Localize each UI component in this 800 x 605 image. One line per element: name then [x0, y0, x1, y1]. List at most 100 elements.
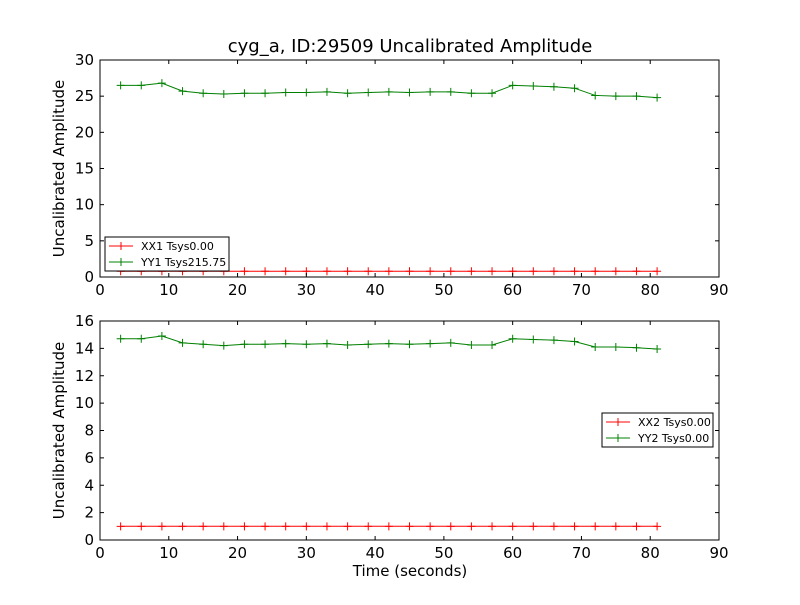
data-point-marker — [137, 334, 146, 343]
data-point-marker — [446, 522, 455, 531]
data-point-marker — [488, 522, 497, 531]
y-tick-label: 10 — [75, 196, 94, 214]
data-point-marker — [570, 337, 579, 346]
data-point-marker — [219, 341, 228, 350]
x-tick-label: 90 — [709, 544, 728, 562]
data-point-marker — [632, 343, 641, 352]
data-point-marker — [157, 79, 166, 88]
data-point-marker — [343, 267, 352, 276]
x-tick-label: 80 — [641, 544, 660, 562]
y-tick-label: 15 — [75, 160, 94, 178]
data-point-marker — [405, 522, 414, 531]
data-point-marker — [549, 522, 558, 531]
data-point-marker — [549, 82, 558, 91]
data-point-marker — [467, 522, 476, 531]
x-tick-label: 10 — [159, 544, 178, 562]
data-point-marker — [302, 340, 311, 349]
data-point-marker — [302, 522, 311, 531]
legend-entry: YY2 Tsys0.00 — [637, 432, 709, 445]
legend-marker — [614, 434, 622, 442]
data-point-marker — [364, 267, 373, 276]
x-tick-label: 40 — [366, 281, 385, 299]
data-point-marker — [529, 335, 538, 344]
data-point-marker — [549, 267, 558, 276]
chart-title: cyg_a, ID:29509 Uncalibrated Amplitude — [228, 36, 593, 57]
data-point-marker — [570, 84, 579, 93]
data-point-marker — [384, 87, 393, 96]
data-point-marker — [178, 87, 187, 96]
data-point-marker — [384, 522, 393, 531]
y-tick-label: 6 — [84, 449, 94, 467]
data-point-marker — [426, 339, 435, 348]
data-point-marker — [426, 87, 435, 96]
data-point-marker — [281, 267, 290, 276]
data-point-marker — [261, 340, 270, 349]
x-tick-label: 40 — [366, 544, 385, 562]
x-axis-label: Time (seconds) — [352, 562, 468, 580]
data-point-marker — [240, 522, 249, 531]
y-tick-label: 25 — [75, 87, 94, 105]
data-point-marker — [653, 345, 662, 354]
data-point-marker — [426, 267, 435, 276]
data-point-marker — [322, 267, 331, 276]
data-point-marker — [611, 92, 620, 101]
y-tick-label: 0 — [84, 531, 94, 549]
y-tick-label: 14 — [75, 339, 94, 357]
bottom-subplot: 0 10 20 30 40 50 60 70 80 90 0 2 4 6 8 10 12 14 16 Uncalibr… — [50, 312, 729, 562]
data-point-marker — [632, 92, 641, 101]
x-tick-label: 30 — [297, 544, 316, 562]
data-point-marker — [343, 89, 352, 98]
data-point-marker — [199, 522, 208, 531]
y-tick-label: 12 — [75, 367, 94, 385]
legend-entry: YY1 Tsys215.75 — [140, 256, 226, 269]
data-point-marker — [653, 267, 662, 276]
data-point-marker — [529, 267, 538, 276]
data-point-marker — [199, 89, 208, 98]
y-tick-label: 4 — [84, 476, 94, 494]
data-point-marker — [240, 267, 249, 276]
legend-marker — [117, 242, 125, 250]
data-point-marker — [116, 81, 125, 90]
x-tick-label: 20 — [228, 544, 247, 562]
y-tick-label: 2 — [84, 504, 94, 522]
data-point-marker — [281, 339, 290, 348]
data-point-marker — [261, 267, 270, 276]
data-point-marker — [426, 522, 435, 531]
data-point-marker — [611, 343, 620, 352]
x-tick-label: 60 — [503, 544, 522, 562]
legend-entry: XX1 Tsys0.00 — [141, 240, 214, 253]
data-point-marker — [508, 81, 517, 90]
data-point-marker — [322, 339, 331, 348]
y-axis-label: Uncalibrated Amplitude — [50, 342, 68, 519]
data-point-marker — [529, 522, 538, 531]
data-point-marker — [178, 522, 187, 531]
data-point-marker — [240, 89, 249, 98]
data-point-marker — [343, 340, 352, 349]
data-point-marker — [137, 522, 146, 531]
x-tick-label: 50 — [434, 544, 453, 562]
data-point-marker — [467, 89, 476, 98]
data-point-marker — [405, 267, 414, 276]
y-tick-label: 5 — [84, 232, 94, 250]
data-point-marker — [364, 340, 373, 349]
data-point-marker — [488, 340, 497, 349]
data-point-marker — [508, 334, 517, 343]
data-point-marker — [488, 267, 497, 276]
legend-marker — [614, 418, 622, 426]
data-point-marker — [219, 89, 228, 98]
data-point-marker — [281, 522, 290, 531]
y-tick-label: 30 — [75, 51, 94, 69]
data-point-marker — [261, 89, 270, 98]
legend-box — [104, 236, 230, 272]
x-tick-label: 90 — [709, 281, 728, 299]
data-point-marker — [632, 522, 641, 531]
data-point-marker — [157, 522, 166, 531]
data-point-marker — [446, 267, 455, 276]
data-point-marker — [322, 522, 331, 531]
data-point-marker — [570, 267, 579, 276]
y-tick-label: 16 — [75, 312, 94, 330]
data-point-marker — [302, 88, 311, 97]
y-tick-label: 20 — [75, 123, 94, 141]
data-point-marker — [240, 340, 249, 349]
